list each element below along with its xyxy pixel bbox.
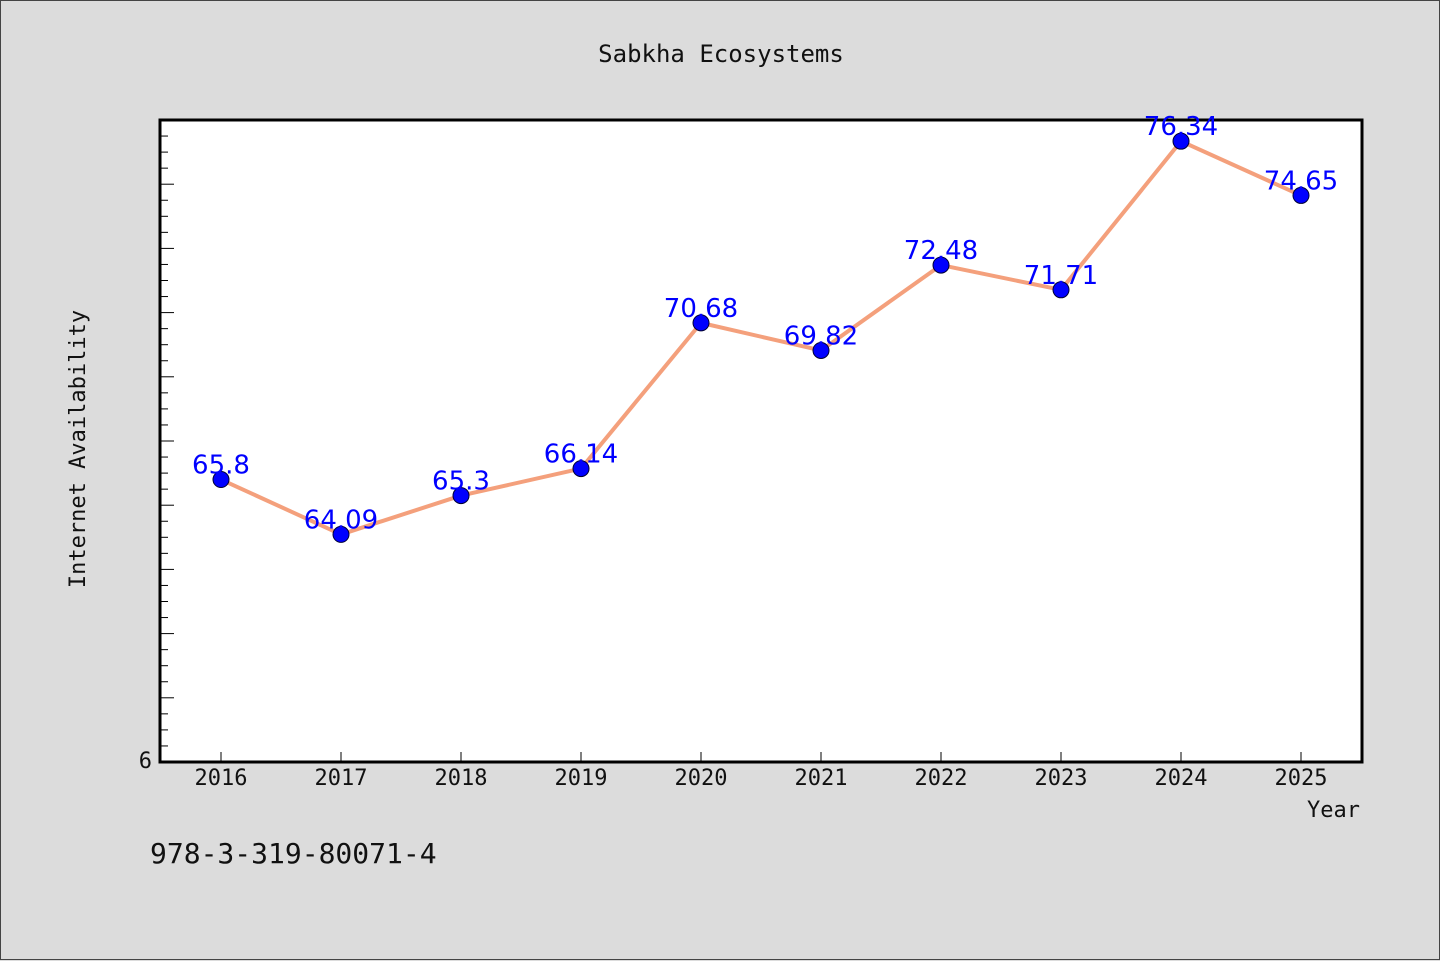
data-label: 65.3 [432, 467, 490, 497]
data-point-marker [452, 487, 470, 505]
data-label: 65.8 [192, 451, 250, 481]
x-tick-label: 2020 [675, 766, 728, 791]
x-tick-label: 2016 [195, 766, 248, 791]
chart-title: Sabkha Ecosystems [598, 40, 844, 68]
data-point-marker [332, 525, 350, 543]
footer-text: 978-3-319-80071-4 [150, 837, 437, 870]
data-label: 64.09 [304, 505, 378, 535]
data-labels: 65.8 64.09 65.3 66.14 70.68 69.82 72.48 71.71 76… [192, 112, 1338, 535]
data-point-marker [812, 341, 830, 359]
y-axis-label: Internet Availability [66, 310, 91, 588]
x-tick-label: 2022 [915, 766, 968, 791]
data-point-marker [212, 471, 230, 489]
data-label: 76.34 [1144, 112, 1218, 142]
x-axis-ticks [220, 752, 1302, 762]
x-tick-label: 2017 [315, 766, 368, 791]
series-line [220, 139, 1302, 537]
x-tick-label: 2024 [1155, 766, 1208, 791]
x-tick-label: 2019 [555, 766, 608, 791]
data-point-marker [1172, 132, 1190, 150]
data-label: 70.68 [664, 294, 738, 324]
series-markers [212, 132, 1310, 543]
data-label: 72.48 [904, 236, 978, 266]
data-point-marker [932, 256, 950, 274]
data-label: 66.14 [544, 440, 618, 470]
data-point-marker [572, 460, 590, 478]
x-tick-label: 2023 [1035, 766, 1088, 791]
data-point-marker [1292, 186, 1310, 204]
data-label: 69.82 [784, 321, 858, 351]
x-tick-label: 2025 [1275, 766, 1328, 791]
data-label: 74.65 [1264, 166, 1338, 196]
y-axis-ticks [160, 135, 174, 747]
x-tick-label: 2018 [435, 766, 488, 791]
y-axis-tick-labels: 6 [139, 749, 152, 774]
x-tick-label: 2021 [795, 766, 848, 791]
x-axis-tick-labels: 2016 2017 2018 2019 2020 2021 2022 2023 2024 2025 [195, 766, 1328, 791]
x-axis-label: Year [1307, 798, 1360, 823]
plot-area [158, 118, 1364, 764]
data-point-marker [1052, 281, 1070, 299]
y-tick-label: 6 [139, 749, 152, 774]
data-point-marker [692, 314, 710, 332]
data-label: 71.71 [1024, 261, 1098, 291]
